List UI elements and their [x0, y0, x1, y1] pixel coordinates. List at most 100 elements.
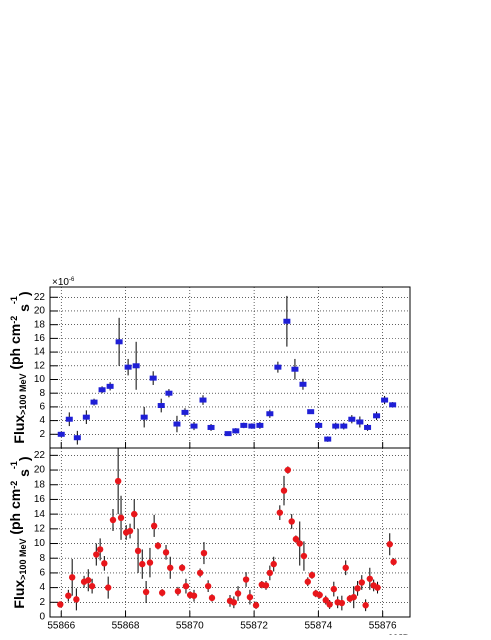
data-point [373, 413, 381, 419]
data-point [270, 560, 277, 568]
y-multiplier: ×10-6 [52, 277, 75, 288]
data-point [98, 387, 106, 393]
y-tick-label: 2 [39, 429, 45, 440]
data-point [68, 574, 76, 581]
x-tick-label: 55870 [176, 621, 204, 632]
y-multiplier-base: ×10 [52, 277, 69, 288]
data-point [190, 592, 198, 599]
data-point [182, 582, 190, 590]
y-tick-label: 20 [34, 306, 46, 317]
data-point [242, 576, 250, 583]
data-point [57, 431, 65, 437]
data-point [65, 592, 72, 599]
data-point [149, 375, 157, 381]
data-point [154, 542, 162, 549]
data-point [386, 541, 393, 548]
data-point [181, 409, 189, 415]
data-point [256, 422, 264, 428]
data-point [342, 564, 349, 571]
data-point [208, 594, 216, 602]
y-tick-label: 14 [34, 347, 46, 358]
data-point [200, 549, 208, 557]
data-point [139, 560, 146, 568]
data-point [338, 599, 346, 607]
data-point [356, 419, 364, 425]
data-point [274, 364, 282, 370]
data-point [131, 510, 138, 518]
y-tick-label: 6 [39, 402, 45, 413]
data-point [85, 577, 92, 584]
y-axis-label-part: Flux [11, 415, 27, 444]
data-point [291, 366, 299, 372]
data-point [322, 596, 329, 604]
y-tick-label: 22 [34, 450, 46, 461]
data-point [65, 416, 73, 422]
data-point [381, 397, 389, 403]
data-point [106, 383, 114, 389]
data-point [304, 578, 311, 585]
data-point [190, 423, 198, 429]
data-point [296, 540, 303, 547]
y-tick-label: 10 [34, 538, 46, 549]
data-point [114, 477, 122, 485]
data-point [340, 423, 348, 429]
y-axis-label-part: (ph cm [7, 324, 23, 374]
y-tick-label: 16 [34, 494, 46, 505]
data-point [196, 569, 204, 577]
y-axis-label: Flux>100 MeV (ph cm-2 s-1) [7, 456, 32, 608]
y-tick-label: 8 [39, 553, 45, 564]
data-point [140, 414, 148, 420]
data-point [354, 585, 361, 592]
y-axis-label-part: (ph cm [7, 489, 23, 539]
data-point [173, 421, 181, 427]
data-point [178, 564, 186, 571]
data-point [207, 424, 215, 430]
y-axis-label-part: -2 [9, 316, 19, 324]
y-tick-label: 22 [34, 292, 46, 303]
data-point [57, 601, 64, 608]
data-point [93, 551, 100, 558]
y-tick-label: 4 [39, 415, 45, 426]
data-point [134, 547, 142, 555]
y-multiplier-exp: -6 [69, 277, 75, 283]
data-point [262, 582, 270, 589]
x-tick-label: 55876 [369, 621, 397, 632]
data-point [158, 589, 166, 596]
data-point [316, 591, 323, 599]
data-point [234, 590, 242, 597]
data-point [332, 423, 340, 429]
y-axis-label-part: s [16, 469, 32, 481]
data-point [150, 522, 158, 530]
data-point [157, 403, 165, 409]
y-tick-label: 12 [34, 360, 46, 371]
data-point [115, 339, 123, 345]
plot-frame [49, 447, 411, 618]
data-point [165, 390, 173, 396]
data-point [348, 416, 356, 422]
y-axis-label-part: s [16, 304, 32, 316]
data-point [284, 466, 292, 474]
y-axis-label-part: ) [16, 456, 32, 461]
data-point [230, 599, 238, 606]
x-tick-label: 55874 [304, 621, 332, 632]
data-point [366, 575, 374, 582]
data-point [266, 569, 274, 577]
y-axis-label-part: Flux [11, 580, 27, 609]
data-point [326, 601, 333, 608]
data-point [266, 411, 274, 417]
data-point [199, 397, 207, 403]
data-point [280, 487, 288, 494]
y-axis-label: Flux>100 MeV (ph cm-2 s-1) [7, 291, 32, 443]
data-point [350, 593, 357, 601]
y-tick-label: 2 [39, 597, 45, 608]
data-point [358, 579, 365, 586]
data-point [132, 363, 140, 369]
data-point [330, 585, 338, 593]
data-point [142, 588, 150, 596]
data-point [167, 564, 174, 571]
data-point [389, 402, 397, 408]
data-point [252, 602, 260, 609]
y-tick-label: 18 [34, 479, 46, 490]
data-point [246, 593, 254, 601]
